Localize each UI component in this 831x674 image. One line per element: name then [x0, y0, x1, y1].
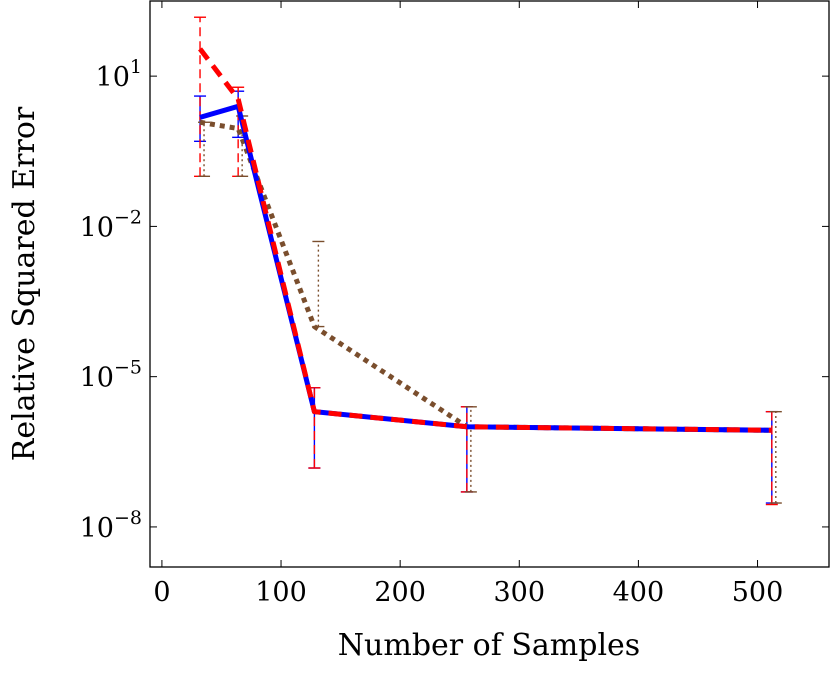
- y-tick-label-3: 101: [96, 56, 142, 93]
- y-tick-label-1: 10−5: [80, 357, 142, 394]
- axis-ticks: [150, 1, 829, 567]
- series-line-0: [199, 103, 772, 433]
- x-tick-label-1: 100: [255, 577, 307, 608]
- plot-frame: [149, 0, 830, 568]
- y-tick-labels: 10−8 10−5 10−2 101: [80, 56, 142, 544]
- x-tick-label-0: 0: [153, 577, 170, 608]
- series-lines: [198, 47, 772, 433]
- y-tick-label-2: 10−2: [80, 206, 142, 243]
- x-tick-labels: 0 100 200 300 400 500: [153, 577, 783, 608]
- x-tick-label-3: 300: [494, 577, 546, 608]
- x-tick-label-2: 200: [374, 577, 426, 608]
- series-line-2: [199, 119, 772, 433]
- x-tick-label-4: 400: [613, 577, 665, 608]
- y-tick-label-0: 10−8: [80, 507, 142, 544]
- x-tick-label-5: 500: [732, 577, 784, 608]
- series-line-1: [198, 47, 772, 433]
- x-axis-label: Number of Samples: [338, 628, 640, 663]
- y-axis-label: Relative Squared Error: [7, 106, 42, 461]
